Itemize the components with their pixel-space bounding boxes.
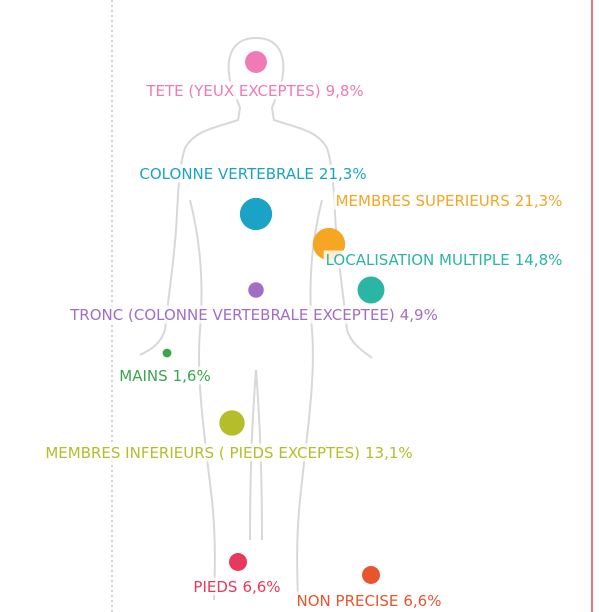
label-text: LOCALISATION MULTIPLE 14,8%: [326, 251, 563, 269]
label-text: TETE (YEUX EXCEPTES) 9,8%: [145, 82, 363, 100]
label-text: MAINS 1,6%: [119, 367, 210, 385]
value-label: 9,8%: [326, 82, 364, 100]
bubble: [219, 410, 245, 436]
value-label: 13,1%: [365, 444, 413, 462]
category-label: LOCALISATION MULTIPLE: [326, 251, 510, 269]
bubble-label: LOCALISATION MULTIPLE 14,8%: [323, 250, 565, 269]
label-text: PIEDS 6,6%: [193, 578, 280, 596]
category-label: TRONC (COLONNE VERTEBRALE EXCEPTEE): [69, 306, 395, 324]
label-background: [143, 81, 366, 100]
value-label: 4,9%: [400, 306, 438, 324]
bubble-label: MEMBRES INFERIEURS ( PIEDS EXCEPTES) 13,1…: [43, 443, 415, 462]
label-text: MEMBRES INFERIEURS ( PIEDS EXCEPTES) 13,1…: [45, 444, 412, 462]
label-background: [323, 250, 565, 269]
category-label: TETE (YEUX EXCEPTES): [145, 82, 320, 100]
bubble-label: TRONC (COLONNE VERTEBRALE EXCEPTEE) 4,9%: [67, 305, 440, 324]
bubble-label: PIEDS 6,6%: [191, 577, 283, 596]
label-background: [67, 305, 440, 324]
value-label: 14,8%: [515, 251, 563, 269]
category-label: MEMBRES INFERIEURS ( PIEDS EXCEPTES): [45, 444, 360, 462]
label-background: [333, 191, 565, 210]
label-text: MEMBRES SUPERIEURS 21,3%: [336, 192, 563, 210]
bubble: [239, 197, 273, 231]
bubble-label: NON PRECISE 6,6%: [294, 591, 444, 610]
bubble-label: MAINS 1,6%: [117, 366, 213, 385]
category-label: MEMBRES SUPERIEURS: [336, 192, 510, 210]
bubble: [229, 553, 247, 571]
label-background: [117, 366, 213, 385]
bubble: [162, 348, 172, 358]
bubble: [245, 51, 267, 73]
category-label: MAINS: [119, 367, 167, 385]
label-background: [191, 577, 283, 596]
bubble-label: TETE (YEUX EXCEPTES) 9,8%: [143, 81, 366, 100]
label-background: [294, 591, 444, 610]
bubble-label: MEMBRES SUPERIEURS 21,3%: [333, 191, 565, 210]
label-background: [43, 443, 415, 462]
bubble: [362, 566, 380, 584]
value-label: 21,3%: [319, 165, 367, 183]
category-label: NON PRECISE: [297, 592, 399, 610]
bubble-label: COLONNE VERTEBRALE 21,3%: [137, 164, 369, 183]
body-silhouette: [139, 37, 373, 601]
value-label: 6,6%: [403, 592, 441, 610]
category-label: COLONNE VERTEBRALE: [139, 165, 314, 183]
value-label: 6,6%: [242, 578, 280, 596]
label-background: [137, 164, 369, 183]
label-text: NON PRECISE 6,6%: [297, 592, 442, 610]
bubble: [357, 276, 385, 304]
bubble: [248, 282, 264, 298]
label-text: TRONC (COLONNE VERTEBRALE EXCEPTEE) 4,9%: [69, 306, 438, 324]
value-label: 21,3%: [515, 192, 563, 210]
label-text: COLONNE VERTEBRALE 21,3%: [139, 165, 366, 183]
marks: TETE (YEUX EXCEPTES) 9,8% COLONNE VERTEBRA…: [43, 51, 565, 610]
category-label: PIEDS: [193, 578, 237, 596]
value-label: 1,6%: [173, 367, 211, 385]
